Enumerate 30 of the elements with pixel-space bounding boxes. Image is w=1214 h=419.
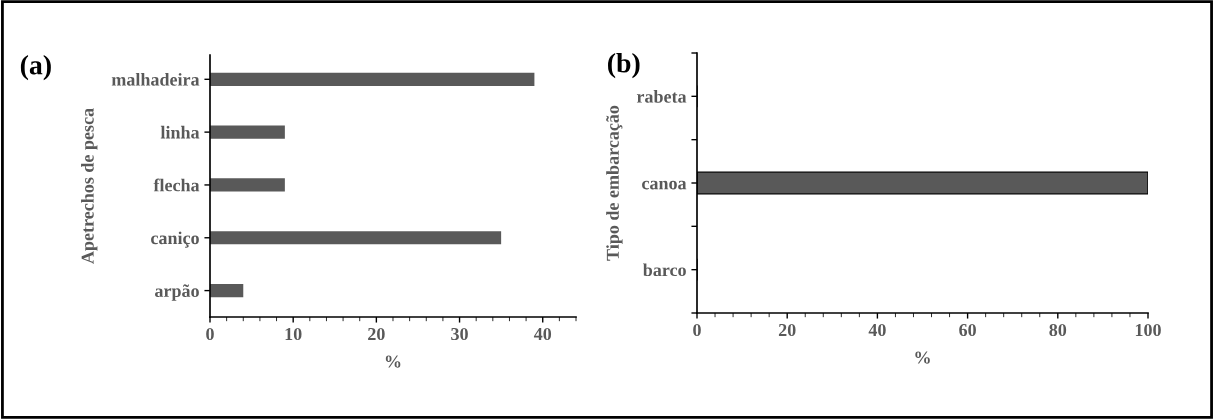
y-axis-title: Apetrechos de pesca <box>81 108 98 264</box>
y-tick-label: malhadeira <box>111 73 200 86</box>
x-tick-label: 80 <box>1049 323 1067 337</box>
y-tick-label: barco <box>643 263 686 277</box>
x-axis-title: % <box>385 355 401 368</box>
x-tick-label: 30 <box>451 327 468 341</box>
x-tick-label: 0 <box>206 327 214 341</box>
y-tick-label: rabeta <box>636 90 687 103</box>
x-axis-title: % <box>915 351 930 364</box>
bar <box>210 72 535 86</box>
x-tick-label: 20 <box>778 323 796 337</box>
y-tick-label: linha <box>160 125 200 139</box>
bar <box>210 231 502 245</box>
y-tick-label: caniço <box>151 231 199 248</box>
x-tick-label: 100 <box>1135 323 1161 337</box>
bar <box>210 125 285 139</box>
y-tick-label: canoa <box>642 180 687 190</box>
chart-title: (b) <box>608 53 640 79</box>
x-tick-label: 60 <box>959 323 976 337</box>
x-tick-label: 0 <box>693 323 701 337</box>
bar <box>210 283 244 298</box>
x-tick-label: 10 <box>285 327 302 341</box>
x-tick-label: 40 <box>533 327 552 341</box>
y-axis-title: Tipo de embarcação <box>606 105 623 261</box>
y-tick-label: arpão <box>155 284 199 301</box>
x-tick-label: 20 <box>368 327 385 341</box>
y-tick-label: flecha <box>153 178 200 192</box>
chart-title: (a) <box>20 55 51 81</box>
bar <box>210 178 285 192</box>
x-tick-label: 40 <box>868 323 886 337</box>
